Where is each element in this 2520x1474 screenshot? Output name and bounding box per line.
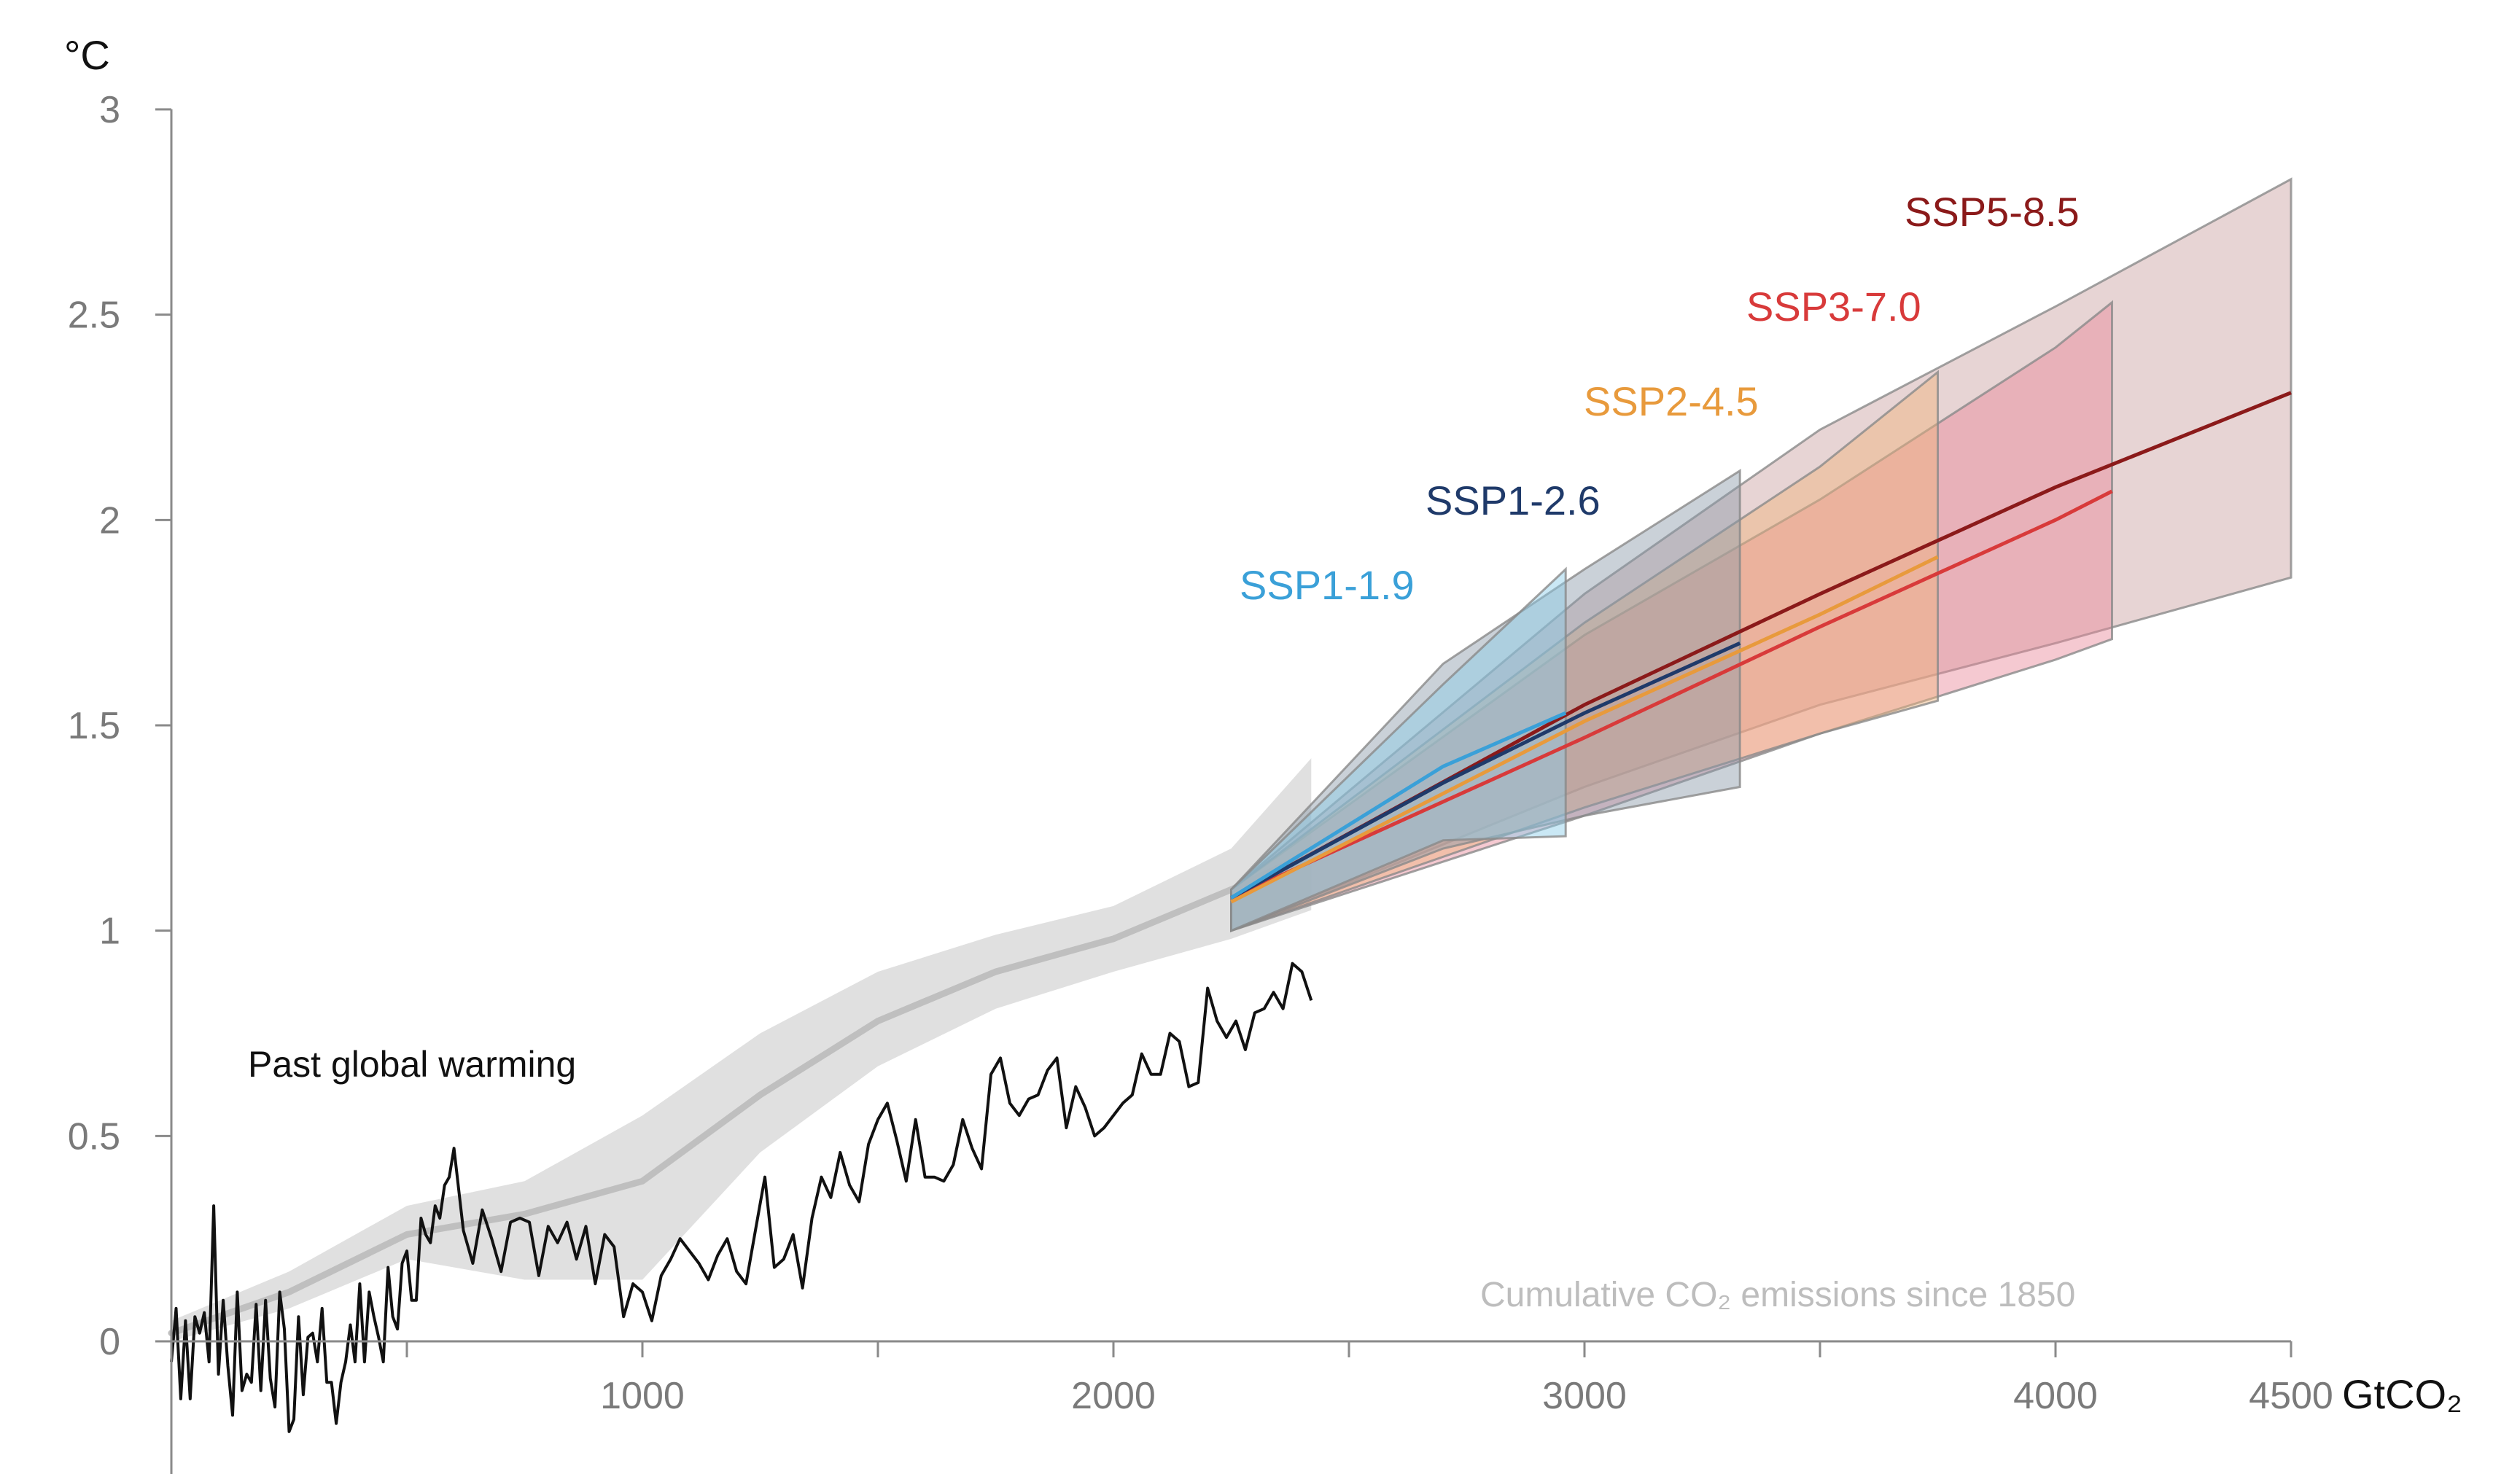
history-observed: [170, 962, 1313, 1433]
y-tick-label: 1.5: [68, 705, 120, 747]
y-tick-label: 2.5: [68, 295, 120, 337]
band-ssp1-2.6: [1230, 468, 1741, 932]
x-tick-label: 1000: [600, 1375, 685, 1417]
line-ssp5-8.5: [1230, 391, 2292, 900]
scenario-lines: [1230, 391, 2292, 904]
history-uncertainty-band: [171, 758, 1312, 1341]
label-ssp1-2.6: SSP1-2.6: [1426, 477, 1601, 523]
y-tick-label: 2: [99, 499, 120, 542]
axes: 0 0.5 1 1.5 2 2.5 3 1000 2000 3000 4000 4500: [68, 89, 2333, 1474]
y-unit-label: °C: [64, 32, 110, 78]
y-tick-label: 0: [99, 1321, 120, 1363]
label-ssp1-1.9: SSP1-1.9: [1240, 562, 1415, 608]
label-ssp2-4.5: SSP2-4.5: [1584, 378, 1759, 424]
band-ssp2-4.5: [1230, 370, 1939, 932]
x-tick-label: 4000: [2013, 1375, 2098, 1417]
label-ssp3-7.0: SSP3-7.0: [1746, 284, 1921, 329]
x-tick-label: 3000: [1542, 1375, 1627, 1417]
x-tick-label: 4500: [2249, 1375, 2333, 1417]
line-ssp1-1.9: [1230, 711, 1567, 900]
y-tick-label: 3: [99, 89, 120, 131]
history-label: Past global warming: [248, 1044, 576, 1085]
line-ssp3-7.0: [1230, 489, 2113, 900]
x-tick-label: 2000: [1071, 1375, 1156, 1417]
history-band: [171, 758, 1312, 1341]
y-tick-label: 1: [99, 910, 120, 953]
y-tick-label: 0.5: [68, 1115, 120, 1158]
band-ssp1-1.9: [1230, 566, 1567, 932]
label-ssp5-8.5: SSP5-8.5: [1905, 189, 2080, 235]
line-ssp2-4.5: [1230, 555, 1939, 904]
line-ssp1-2.6: [1230, 642, 1741, 900]
history-smoothed-line: [168, 849, 1315, 1337]
x-caption: Cumulative CO₂ emissions since 1850: [1480, 1276, 2075, 1314]
history-line: [170, 962, 1313, 1433]
history-smooth: [168, 849, 1315, 1337]
x-unit-label: GtCO₂: [2342, 1371, 2462, 1417]
band-ssp3-7.0: [1230, 300, 2113, 932]
